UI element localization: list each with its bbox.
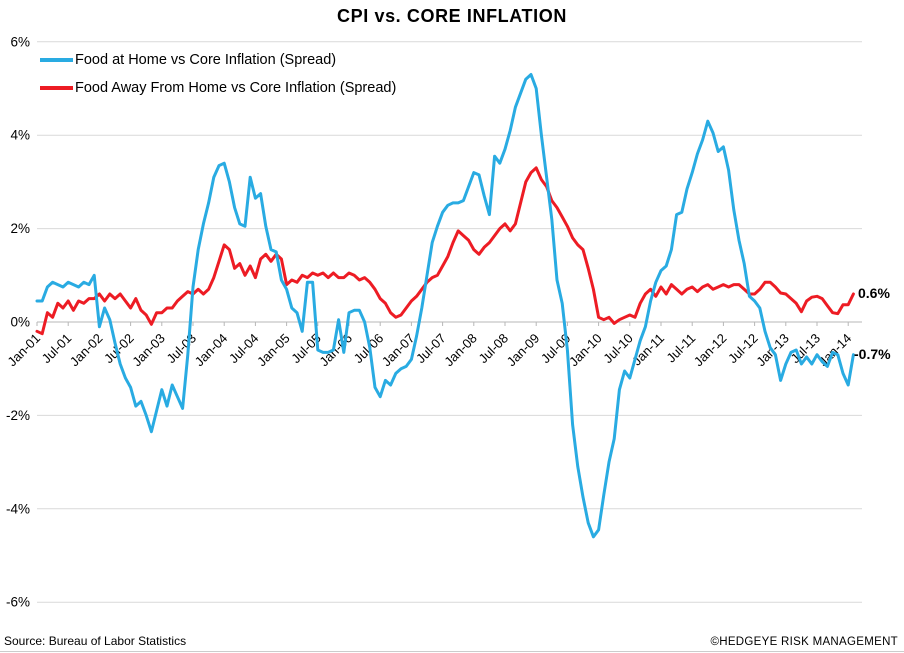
legend-item-food-away: Food Away From Home vs Core Inflation (S… xyxy=(40,74,396,102)
branding-note: ©HEDGEYE RISK MANAGEMENT xyxy=(710,636,898,648)
y-axis-tick-label: 6% xyxy=(10,34,30,49)
series-line-food-at-home xyxy=(35,73,855,539)
y-axis-tick-label: 2% xyxy=(10,221,30,236)
y-axis-tick-label: 4% xyxy=(10,128,30,143)
legend: Food at Home vs Core Inflation (Spread) … xyxy=(40,46,396,102)
bottom-divider xyxy=(0,651,904,652)
series-line-food-away-from-home xyxy=(35,166,855,336)
chart-title: CPI vs. CORE INFLATION xyxy=(337,6,567,26)
legend-label-food-away: Food Away From Home vs Core Inflation (S… xyxy=(75,80,397,96)
y-axis-tick-label: -4% xyxy=(6,501,30,516)
x-axis-tick-label: Jan-05 xyxy=(254,331,293,370)
x-axis-tick-label: Jan-10 xyxy=(566,331,605,370)
y-axis-tick-label: -2% xyxy=(6,408,30,423)
x-axis-tick-label: Jan-02 xyxy=(67,331,106,370)
x-axis-tick-label: Jan-07 xyxy=(379,331,418,370)
legend-swatch-blue-line-icon xyxy=(40,58,73,62)
x-axis-tick-label: Jan-08 xyxy=(441,331,480,370)
y-axis-tick-label: 0% xyxy=(10,315,30,330)
x-axis-tick-label: Jan-09 xyxy=(504,331,543,370)
source-note: Source: Bureau of Labor Statistics xyxy=(4,634,187,648)
legend-swatch-red-line-icon xyxy=(40,86,73,90)
end-value-label-food-at-home: -0.7% xyxy=(854,346,891,362)
x-axis-tick-label: Jan-04 xyxy=(192,331,231,370)
end-value-label-food-away: 0.6% xyxy=(858,285,890,301)
legend-label-food-at-home: Food at Home vs Core Inflation (Spread) xyxy=(75,52,337,68)
y-axis-tick-label: -6% xyxy=(6,595,30,610)
x-axis-tick-label: Jan-12 xyxy=(691,331,730,370)
x-axis-tick-label: Jan-03 xyxy=(129,331,168,370)
x-axis-tick-label: Jan-01 xyxy=(4,331,43,370)
x-axis-tick-label: Jan-14 xyxy=(816,331,855,370)
legend-item-food-at-home: Food at Home vs Core Inflation (Spread) xyxy=(40,46,396,74)
